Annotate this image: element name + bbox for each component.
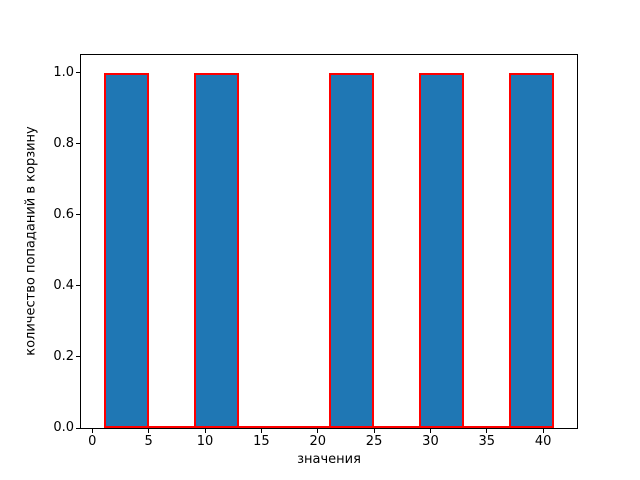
x-tick-mark xyxy=(429,429,431,433)
y-tick-label: 1.0 xyxy=(53,64,74,80)
histogram-empty-bin-edge xyxy=(464,426,510,428)
plot-area xyxy=(80,54,578,429)
x-tick-mark xyxy=(91,429,93,433)
x-tick-label: 0 xyxy=(88,434,97,449)
histogram-bar xyxy=(329,72,375,428)
x-tick-mark xyxy=(204,429,206,433)
y-tick-label: 0.0 xyxy=(53,420,74,435)
y-tick-mark xyxy=(76,214,80,216)
y-tick-label: 0.2 xyxy=(53,348,74,364)
histogram-empty-bin-edge xyxy=(374,426,420,428)
y-tick-label: 0.4 xyxy=(53,277,74,293)
histogram-bar xyxy=(193,72,239,428)
y-tick-mark xyxy=(76,356,80,358)
x-tick-mark xyxy=(260,429,262,433)
y-tick-label: 0.6 xyxy=(53,206,74,222)
x-tick-label: 15 xyxy=(253,434,270,449)
x-tick-label: 5 xyxy=(144,434,153,449)
x-tick-label: 30 xyxy=(422,434,439,449)
x-axis-label: значения xyxy=(297,452,361,467)
histogram-empty-bin-edge xyxy=(238,426,284,428)
x-tick-label: 10 xyxy=(196,434,214,449)
y-tick-label: 0.8 xyxy=(53,135,74,151)
x-tick-label: 20 xyxy=(309,434,326,449)
y-tick-mark xyxy=(76,72,80,74)
y-tick-mark xyxy=(76,427,80,429)
x-tick-label: 35 xyxy=(478,434,496,449)
x-tick-mark xyxy=(317,429,319,433)
histogram-bar xyxy=(103,72,149,428)
y-tick-mark xyxy=(76,143,80,145)
x-tick-label: 40 xyxy=(534,434,552,449)
x-tick-mark xyxy=(486,429,488,433)
histogram-bar xyxy=(419,72,465,428)
y-axis-label: количество попаданий в корзину xyxy=(23,126,39,356)
histogram-empty-bin-edge xyxy=(283,426,329,428)
x-tick-mark xyxy=(148,429,150,433)
y-tick-mark xyxy=(76,285,80,287)
x-tick-label: 25 xyxy=(365,434,383,449)
x-tick-mark xyxy=(542,429,544,433)
x-tick-mark xyxy=(373,429,375,433)
histogram-bar xyxy=(509,72,555,428)
histogram-empty-bin-edge xyxy=(148,426,194,428)
